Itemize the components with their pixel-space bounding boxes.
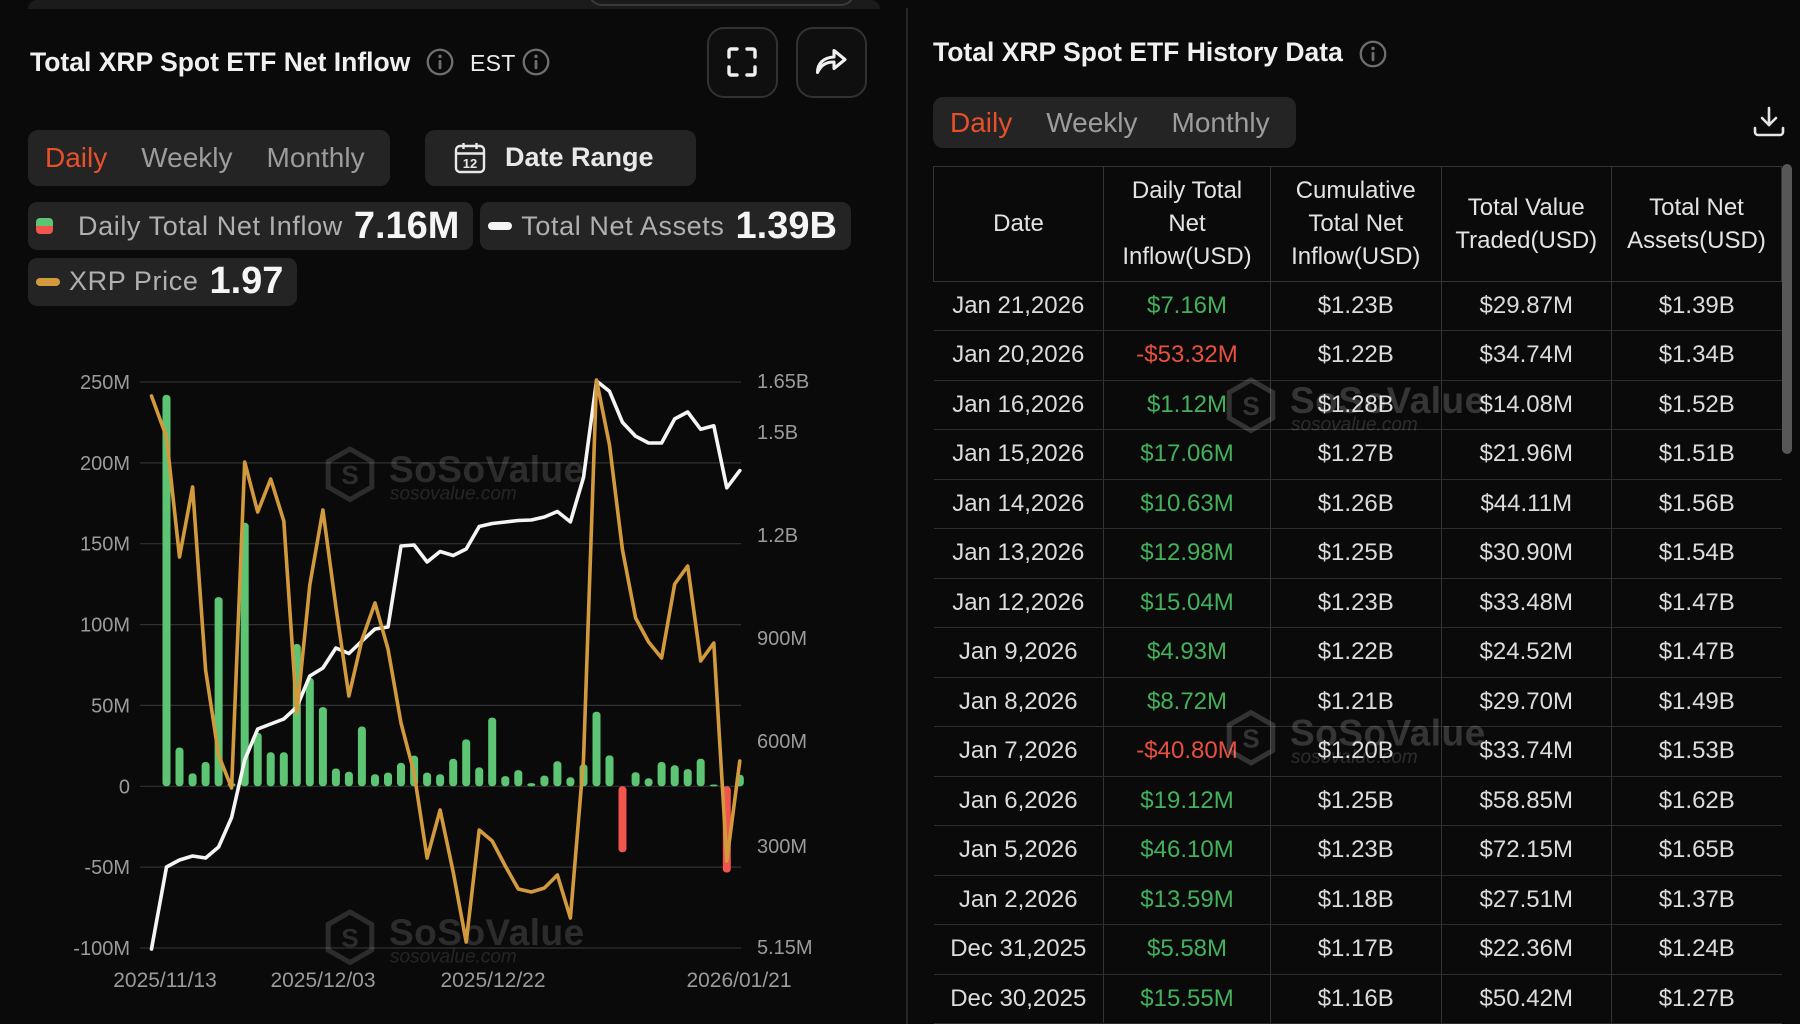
svg-text:S: S [1242,724,1259,754]
svg-text:SoSoValue: SoSoValue [1290,380,1486,421]
svg-text:S: S [341,923,358,953]
svg-text:1.2B: 1.2B [757,525,798,547]
svg-text:12: 12 [463,156,477,171]
svg-text:150M: 150M [80,534,130,556]
svg-text:200M: 200M [80,453,130,475]
svg-text:2025/12/03: 2025/12/03 [270,969,375,992]
svg-text:S: S [1242,391,1259,421]
svg-text:SoSoValue: SoSoValue [1290,713,1486,754]
svg-text:0: 0 [119,776,130,798]
svg-text:S: S [341,460,358,490]
svg-text:-100M: -100M [73,938,130,960]
svg-text:sosovalue.com: sosovalue.com [1291,747,1418,768]
svg-text:-50M: -50M [84,857,130,879]
svg-text:sosovalue.com: sosovalue.com [390,947,517,968]
svg-text:2025/11/13: 2025/11/13 [113,969,217,992]
svg-text:SoSoValue: SoSoValue [389,449,585,490]
svg-text:600M: 600M [757,731,807,753]
svg-text:900M: 900M [757,628,807,650]
svg-text:100M: 100M [80,615,130,637]
svg-text:sosovalue.com: sosovalue.com [390,484,517,505]
svg-text:1.65B: 1.65B [757,371,809,393]
svg-text:sosovalue.com: sosovalue.com [1291,415,1418,436]
svg-text:300M: 300M [757,836,807,858]
svg-text:5.15M: 5.15M [757,937,813,959]
svg-text:250M: 250M [80,372,130,394]
svg-text:SoSoValue: SoSoValue [389,912,585,953]
svg-text:2025/12/22: 2025/12/22 [440,969,545,992]
svg-text:50M: 50M [91,695,130,717]
svg-text:1.5B: 1.5B [757,422,798,444]
svg-text:2026/01/21: 2026/01/21 [686,969,791,992]
